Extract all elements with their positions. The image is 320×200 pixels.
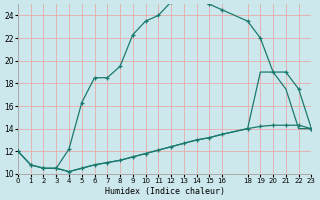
- X-axis label: Humidex (Indice chaleur): Humidex (Indice chaleur): [105, 187, 225, 196]
